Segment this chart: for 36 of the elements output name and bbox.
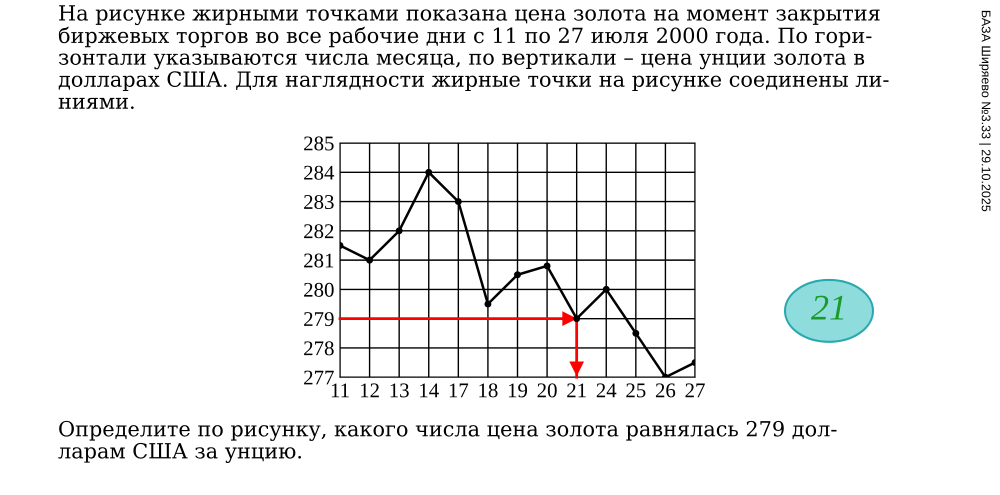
text: БАЗА Ширяево №3.33 | 29.10.2025 bbox=[979, 10, 991, 212]
y-tick-label: 281 bbox=[304, 253, 334, 268]
x-tick-label: 19 bbox=[508, 383, 528, 398]
y-tick-label: 282 bbox=[304, 224, 334, 238]
point bbox=[573, 315, 580, 322]
x-tick-label: 17 bbox=[450, 383, 468, 398]
point bbox=[396, 227, 403, 234]
x-tick-label: 13 bbox=[390, 383, 409, 398]
y-tick-label: 280 bbox=[304, 282, 334, 297]
point bbox=[425, 168, 432, 176]
x-tick-label: 14 bbox=[420, 383, 439, 398]
point bbox=[366, 256, 374, 264]
point bbox=[484, 300, 492, 308]
x-tick-label: 26 bbox=[656, 383, 676, 398]
x-tick-label: 21 bbox=[567, 383, 586, 398]
x-tick-label: 20 bbox=[538, 383, 557, 398]
x-tick-label: 18 bbox=[479, 383, 498, 398]
point bbox=[514, 271, 521, 278]
x-tick-label: 24 bbox=[596, 383, 616, 398]
y-tick-label: 277 bbox=[304, 370, 334, 384]
x-tick-label: 27 bbox=[686, 383, 705, 398]
chart-title: На рисунке жирными точками показана цена золота на момент закрытия биржевых торгов во все рабочие дни с 11 по 27 июля 2000 года. По гори- зонтали указываются числа месяца, по вертикали – цена унции золота в долларах США. Для наглядности жирные точки на рисунке соединены ли- ниями. bbox=[58, 5, 889, 110]
x-tick-label: 11 bbox=[332, 383, 349, 398]
y-tick-label: 283 bbox=[304, 194, 334, 210]
text: 21 bbox=[810, 296, 844, 320]
point bbox=[544, 262, 551, 270]
text: Определите по рисунку, какого числа цена золота равнялась 279 дол- ларам США за унцию. bbox=[58, 420, 837, 463]
y-tick-label: 279 bbox=[304, 312, 334, 326]
point bbox=[632, 330, 640, 337]
x-tick-label: 25 bbox=[626, 383, 646, 398]
point bbox=[602, 286, 610, 293]
y-tick-label: 278 bbox=[304, 341, 334, 356]
point bbox=[454, 198, 462, 206]
y-tick-label: 285 bbox=[304, 136, 334, 150]
y-tick-label: 284 bbox=[304, 166, 334, 180]
x-tick-label: 12 bbox=[361, 383, 379, 398]
